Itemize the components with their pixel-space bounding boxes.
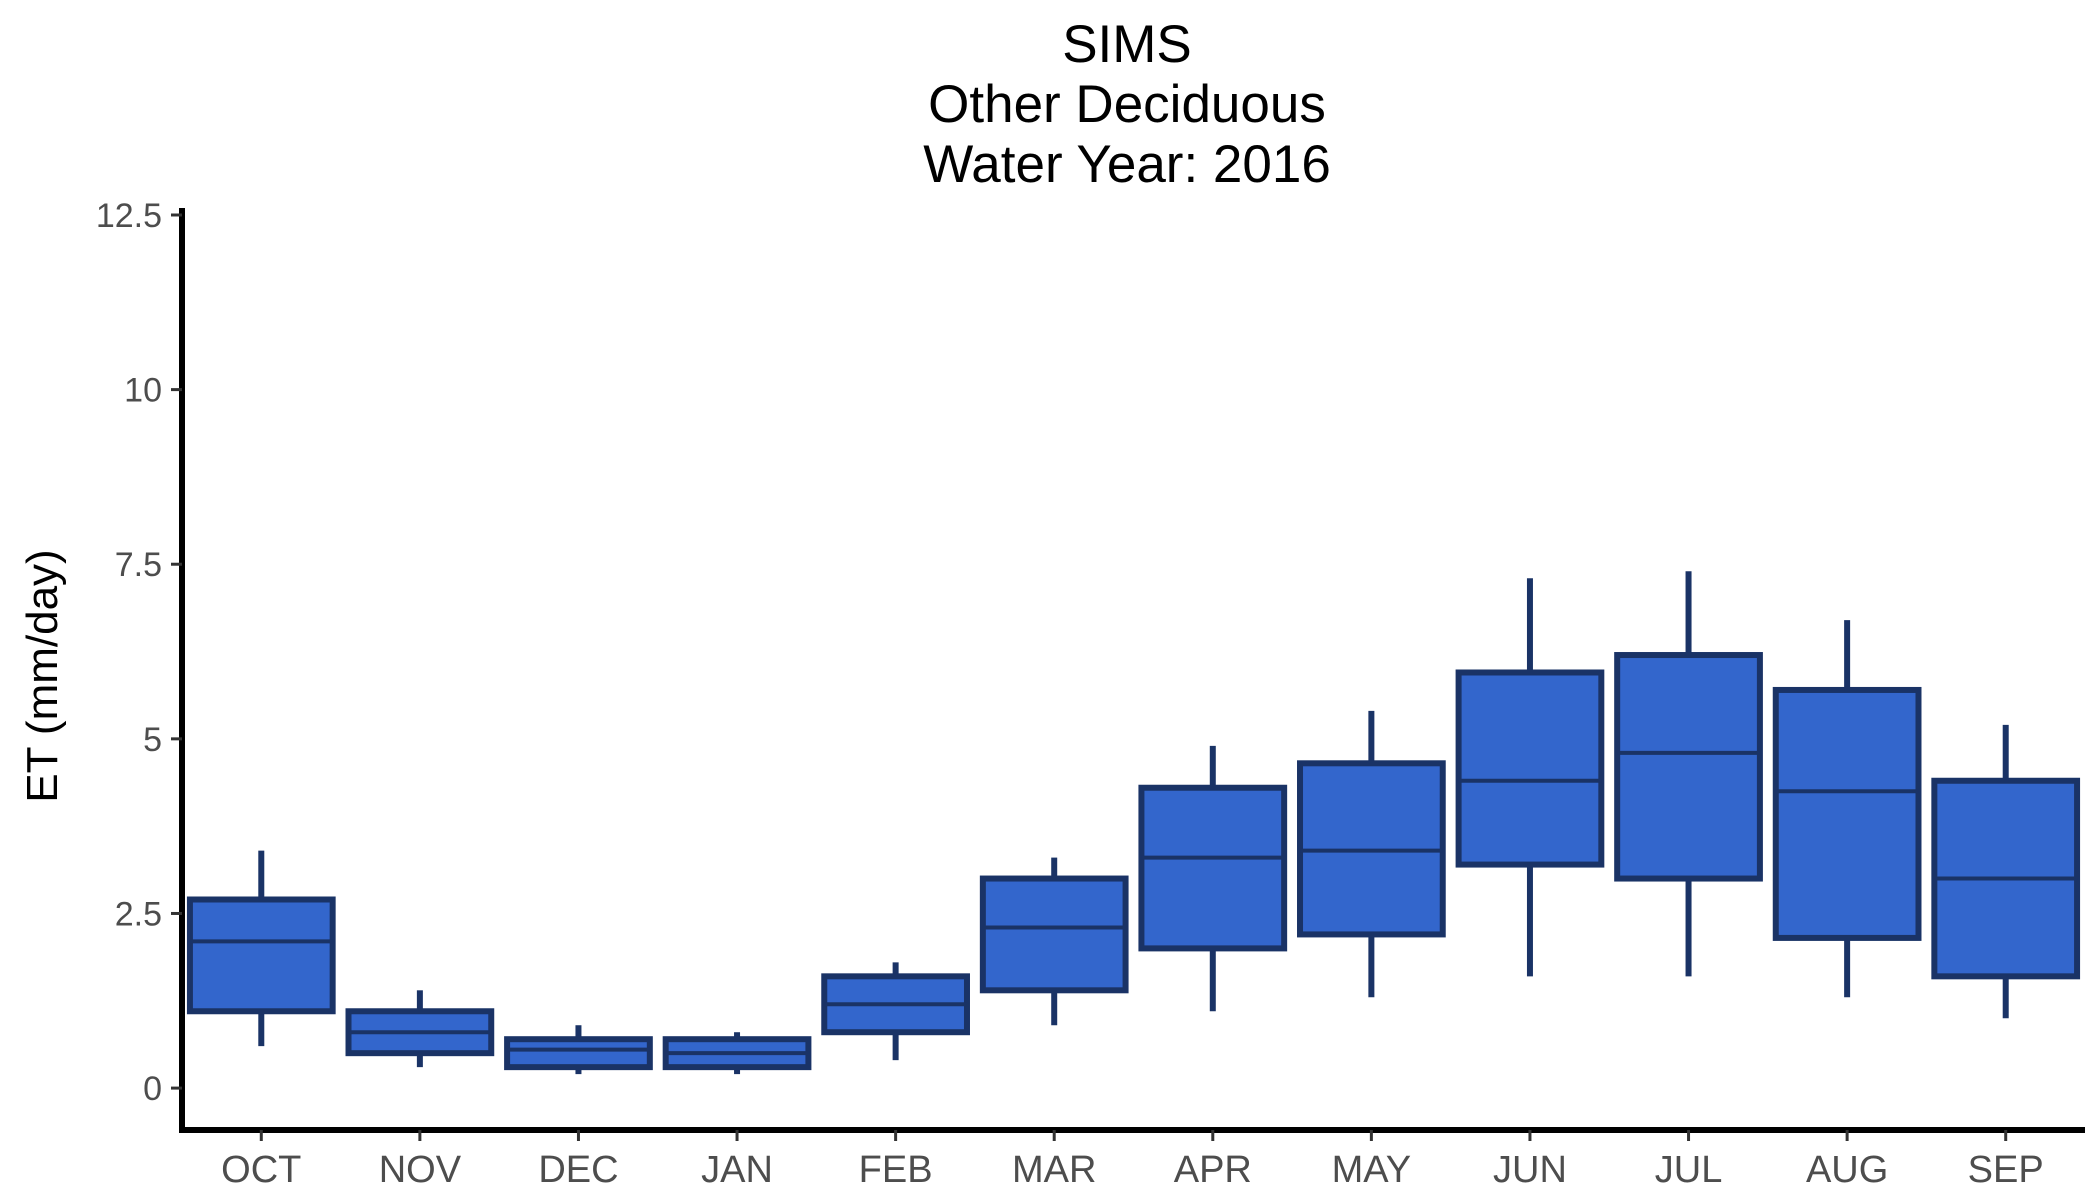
x-axis-ticks: OCT NOV DEC JAN FEB MAR APR MAY JUN JUL AUG SEP [221, 1130, 2044, 1191]
box-iqr [1138, 784, 1288, 952]
box-nov [345, 990, 495, 1068]
box-iqr [979, 875, 1129, 994]
x-tick-label: JAN [701, 1149, 773, 1191]
box-jun [1455, 578, 1605, 977]
box-iqr [186, 896, 336, 1015]
y-tick-label: 10 [124, 372, 162, 410]
y-axis-ticks: 0 2.5 5 7.5 10 12.5 [96, 197, 182, 1108]
x-tick-label: APR [1174, 1149, 1252, 1191]
y-tick-label: 0 [143, 1070, 162, 1108]
box-dec [504, 1025, 653, 1075]
x-tick-label: SEP [1968, 1149, 2044, 1191]
title-line-3: Water Year: 2016 [923, 135, 1331, 194]
y-tick-label: 2.5 [115, 895, 162, 933]
x-tick-label: JUN [1493, 1149, 1567, 1191]
box-iqr [504, 1036, 653, 1071]
chart-title: SIMS Other Deciduous Water Year: 2016 [923, 15, 1331, 194]
x-tick-label: NOV [379, 1149, 462, 1191]
y-tick-label: 5 [143, 721, 162, 759]
box-sep [1931, 724, 2081, 1019]
x-tick-label: DEC [538, 1149, 618, 1191]
box-may [1297, 710, 1446, 998]
box-iqr [1614, 652, 1763, 882]
y-axis-label: ET (mm/day) [18, 549, 67, 802]
box-feb [821, 962, 970, 1061]
x-tick-label: MAR [1012, 1149, 1096, 1191]
y-tick-label: 12.5 [96, 197, 162, 235]
box-jul [1614, 571, 1763, 977]
title-line-2: Other Deciduous [928, 75, 1326, 134]
y-tick-label: 7.5 [115, 546, 162, 584]
box-jan [662, 1032, 812, 1075]
x-tick-label: MAY [1332, 1149, 1412, 1191]
box-apr [1138, 745, 1288, 1012]
x-tick-label: OCT [221, 1149, 301, 1191]
box-mar [979, 857, 1129, 1026]
box-aug [1772, 620, 1922, 998]
box-iqr [1455, 669, 1605, 868]
plot-area [186, 571, 2081, 1075]
x-tick-label: FEB [859, 1149, 933, 1191]
box-iqr [1772, 686, 1922, 941]
title-line-1: SIMS [1062, 15, 1192, 74]
box-oct [186, 850, 336, 1047]
x-tick-label: AUG [1806, 1149, 1888, 1191]
x-tick-label: JUL [1655, 1149, 1723, 1191]
